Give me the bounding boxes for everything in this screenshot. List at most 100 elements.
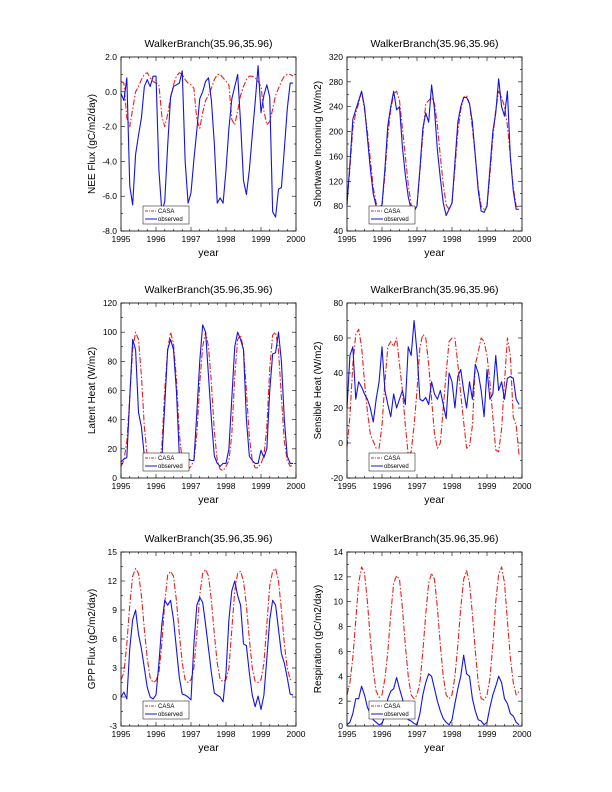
y-tick-label: 20 [334, 403, 344, 413]
x-tick-label: 1996 [147, 729, 166, 739]
series-line-observed [346, 654, 520, 726]
x-tick-label: 1998 [217, 729, 236, 739]
y-tick-label: -4.0 [102, 156, 117, 166]
y-tick-label: 15 [108, 547, 118, 557]
y-tick-label: 14 [334, 547, 344, 557]
x-tick-label: 1996 [147, 481, 166, 491]
x-tick-label: 1995 [338, 481, 357, 491]
x-tick-label: 2000 [287, 481, 306, 491]
chart-panel-6: WalkerBranch(35.96,35.96) 1995 1996 1997 199… [313, 533, 532, 754]
legend: CASA observed [142, 700, 190, 720]
chart-title: WalkerBranch(35.96,35.96) [370, 284, 498, 296]
chart-title: WalkerBranch(35.96,35.96) [144, 38, 272, 50]
legend: CASA observed [142, 205, 190, 225]
x-tick-label: 1996 [373, 481, 392, 491]
y-tick-label: 9 [112, 605, 117, 615]
x-tick-label: 1998 [217, 234, 236, 244]
y-tick-label: 0.0 [105, 87, 117, 97]
plot-frame [120, 56, 297, 232]
y-tick-label: 6 [338, 646, 343, 656]
y-tick-label: -3 [109, 721, 117, 731]
x-tick-label: 2000 [513, 481, 532, 491]
chart-title: WalkerBranch(35.96,35.96) [370, 38, 498, 50]
y-axis-label: Respiration (gC/m2/day) [313, 585, 324, 693]
x-tick-label: 1998 [443, 234, 462, 244]
x-tick-label: 1998 [217, 481, 236, 491]
y-tick-label: 40 [108, 415, 118, 425]
legend-label-observed: observed [158, 464, 183, 470]
legend: CASA observed [368, 700, 416, 720]
y-tick-label: 160 [329, 151, 343, 161]
chart-panel-2: WalkerBranch(35.96,35.96) 1995 1996 1997 199… [313, 38, 532, 259]
y-tick-label: -8.0 [102, 226, 117, 236]
x-tick-label: 1999 [252, 729, 271, 739]
series-line-casa [120, 72, 294, 129]
x-axis-label: year [198, 247, 219, 259]
y-tick-label: 60 [334, 333, 344, 343]
plot-frame [120, 551, 297, 727]
x-tick-label: 2000 [287, 729, 306, 739]
x-tick-label: 1997 [182, 234, 201, 244]
legend-label-casa: CASA [158, 209, 174, 215]
chart-panel-1: WalkerBranch(35.96,35.96) 1995 1996 1997 199… [87, 38, 306, 259]
x-tick-label: 1999 [478, 234, 497, 244]
x-tick-label: 1999 [478, 729, 497, 739]
x-tick-label: 1995 [338, 234, 357, 244]
legend-label-observed: observed [384, 217, 409, 223]
series-line-casa [346, 566, 520, 701]
y-tick-label: 120 [103, 298, 117, 308]
y-tick-label: 120 [329, 176, 343, 186]
x-tick-label: 1999 [478, 481, 497, 491]
x-tick-label: 1997 [182, 729, 201, 739]
y-tick-label: 2 [338, 696, 343, 706]
x-axis-label: year [198, 742, 219, 754]
plot-frame [346, 56, 523, 232]
chart-panel-5: WalkerBranch(35.96,35.96) 1995 1996 1997 199… [87, 533, 306, 754]
y-tick-label: 40 [334, 226, 344, 236]
x-tick-label: 2000 [513, 729, 532, 739]
y-tick-label: 60 [108, 386, 118, 396]
y-tick-label: 20 [108, 444, 118, 454]
y-tick-label: 0 [338, 438, 343, 448]
x-axis-label: year [424, 494, 445, 506]
y-tick-label: 4 [338, 671, 343, 681]
series-line-observed [120, 580, 294, 711]
chart-title: WalkerBranch(35.96,35.96) [144, 284, 272, 296]
chart-title: WalkerBranch(35.96,35.96) [144, 533, 272, 545]
y-tick-label: 80 [334, 201, 344, 211]
y-tick-label: 0 [338, 721, 343, 731]
x-tick-label: 1996 [373, 729, 392, 739]
x-axis-label: year [424, 247, 445, 259]
y-tick-label: 0 [112, 692, 117, 702]
legend-label-observed: observed [158, 217, 183, 223]
y-tick-label: 200 [329, 127, 343, 137]
legend-label-observed: observed [384, 464, 409, 470]
legend: CASA observed [142, 452, 190, 472]
y-tick-label: 6 [112, 634, 117, 644]
legend: CASA observed [368, 205, 416, 225]
y-tick-label: 12 [334, 572, 344, 582]
y-axis-label: NEE Flux (gC/m2/day) [87, 94, 98, 194]
x-tick-label: 2000 [287, 234, 306, 244]
y-tick-label: 10 [334, 597, 344, 607]
legend-label-casa: CASA [158, 456, 174, 462]
x-tick-label: 1997 [182, 481, 201, 491]
y-tick-label: 80 [334, 298, 344, 308]
legend-label-casa: CASA [158, 704, 174, 710]
x-tick-label: 1996 [373, 234, 392, 244]
y-tick-label: 2.0 [105, 52, 117, 62]
x-tick-label: 1995 [112, 481, 131, 491]
x-tick-label: 1998 [443, 729, 462, 739]
x-tick-label: 1998 [443, 481, 462, 491]
y-tick-label: 240 [329, 102, 343, 112]
y-axis-label: Sensible Heat (W/m2) [313, 342, 324, 440]
y-tick-label: 3 [112, 663, 117, 673]
y-tick-label: 100 [103, 327, 117, 337]
x-tick-label: 1999 [252, 234, 271, 244]
chart-panel-3: WalkerBranch(35.96,35.96) 1995 1996 1997 199… [87, 284, 306, 506]
x-tick-label: 1995 [112, 729, 131, 739]
y-tick-label: -2.0 [102, 122, 117, 132]
legend-label-observed: observed [158, 712, 183, 718]
series-line-observed [346, 319, 520, 423]
